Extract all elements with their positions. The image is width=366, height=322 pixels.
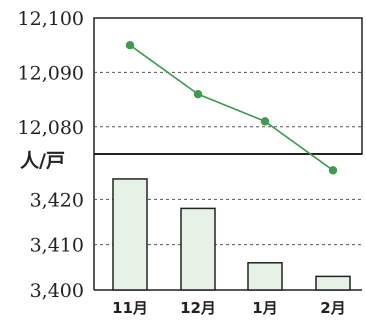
x-tick-label: 2月 [320, 299, 345, 317]
bar-y-tick-label: 3,400 [30, 280, 84, 302]
bar-y-tick-label: 3,420 [30, 189, 84, 211]
line-y-tick-label: 12,080 [18, 117, 84, 139]
x-tick-label: 1月 [252, 299, 277, 317]
x-tick-label: 12月 [180, 299, 216, 317]
series-line [129, 44, 334, 171]
bar [315, 275, 351, 291]
data-point [193, 89, 203, 99]
data-point [260, 117, 270, 126]
bar-y-tick-label: 3,410 [30, 235, 84, 257]
data-point [125, 41, 135, 50]
x-tick-label: 11月 [112, 299, 148, 317]
bar-y-axis-label: 人/戸 [20, 150, 65, 172]
bar [247, 262, 283, 291]
line-y-tick-label: 12,100 [18, 8, 84, 30]
data-point [328, 166, 338, 175]
line-plot-frame [93, 17, 363, 155]
bar [180, 207, 216, 291]
bar [112, 178, 148, 291]
line-y-tick-label: 12,090 [18, 62, 84, 84]
